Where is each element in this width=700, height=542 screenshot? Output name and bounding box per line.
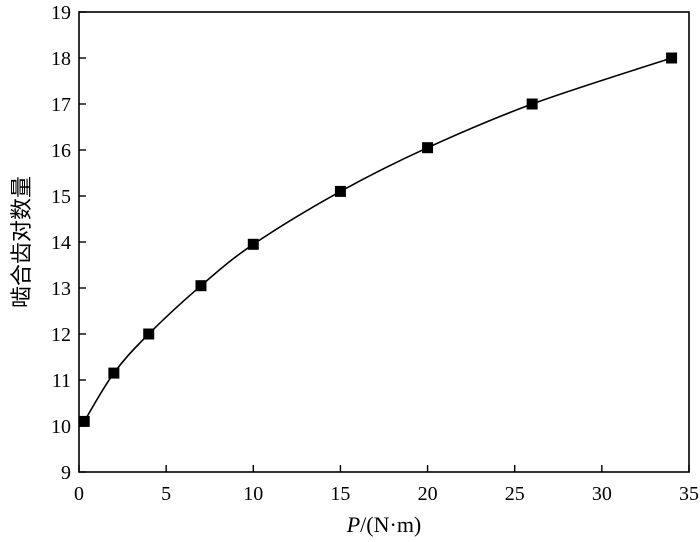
data-point [195, 280, 207, 292]
x-tick-label: 10 [243, 483, 263, 505]
data-point [334, 185, 346, 197]
y-tick-label: 19 [51, 2, 71, 24]
y-axis-title: 啮合齿对数量 [9, 176, 34, 308]
data-point [526, 98, 538, 110]
y-tick-label: 14 [51, 232, 71, 254]
data-point [247, 238, 259, 250]
data-point [108, 367, 120, 379]
y-tick-label: 13 [51, 278, 71, 300]
x-axis-variable: P [346, 512, 360, 537]
x-tick-label: 5 [161, 483, 171, 505]
y-tick-label: 16 [51, 140, 71, 162]
y-tick-label: 17 [51, 94, 71, 116]
x-tick-label: 30 [592, 483, 612, 505]
x-tick-label: 15 [330, 483, 350, 505]
x-tick-label: 20 [418, 483, 438, 505]
y-tick-label: 12 [51, 324, 71, 346]
x-tick-label: 35 [679, 483, 699, 505]
ticks: 0 5 10 15 20 25 30 35 9 10 11 12 13 14 15 16 17 18 19 [51, 2, 699, 505]
x-tick-label: 25 [505, 483, 525, 505]
y-tick-label: 18 [51, 48, 71, 70]
y-tick-label: 11 [52, 370, 71, 392]
data-point [666, 52, 678, 64]
series-line [83, 57, 672, 422]
y-tick-label: 15 [51, 186, 71, 208]
y-tick-label: 10 [51, 416, 71, 438]
data-points [78, 52, 678, 427]
series-line-layer [83, 57, 672, 422]
data-point [143, 328, 155, 340]
x-axis-title: P/(N·m) [346, 512, 422, 537]
data-point [78, 415, 90, 427]
data-point [422, 142, 434, 154]
x-axis-unit: /(N·m) [360, 512, 421, 537]
y-tick-label: 9 [61, 462, 71, 484]
x-tick-label: 0 [74, 483, 84, 505]
